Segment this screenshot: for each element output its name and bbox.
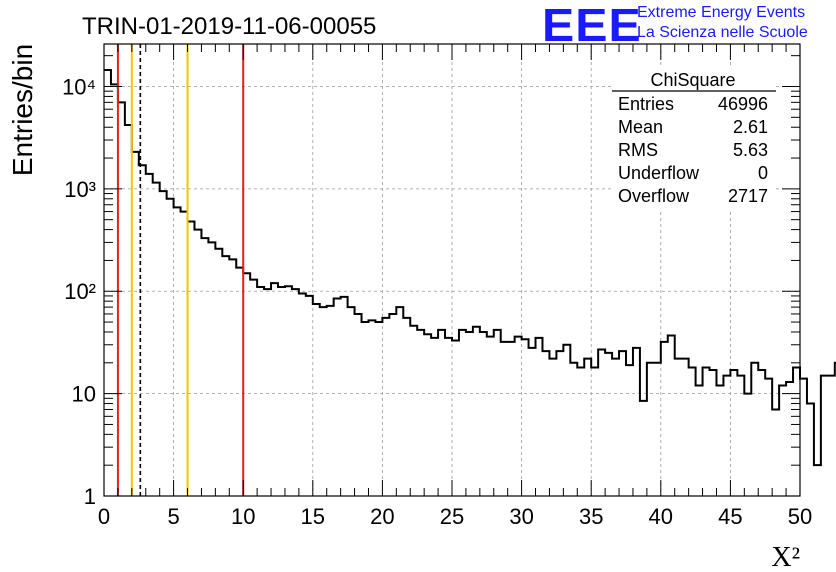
stats-value: 46996 (718, 94, 768, 114)
x-tick-label: 50 (788, 504, 812, 529)
x-tick-label: 20 (370, 504, 394, 529)
y-tick-label: 10 (72, 382, 96, 407)
stats-label: Mean (618, 117, 663, 137)
stats-rows: Entries 46996 Mean 2.61 RMS 5.63 Underflow 0 Ove… (618, 94, 768, 206)
y-tick-label: 1 (84, 484, 96, 509)
y-tick-label: 10⁴ (62, 74, 96, 99)
logo-line-1: Extreme Energy Events (637, 4, 806, 21)
x-tick-label: 45 (718, 504, 742, 529)
x-tick-label: 35 (579, 504, 603, 529)
stats-value: 2.61 (733, 117, 768, 137)
x-axis-label: X² (771, 542, 800, 572)
y-tick-label: 10² (64, 279, 96, 304)
histogram (104, 68, 836, 467)
y-tick-label: 10³ (64, 177, 96, 202)
stats-value: 5.63 (733, 140, 768, 160)
eee-logo-mark: EEE (542, 0, 642, 51)
grid (104, 44, 800, 496)
axis-ticks (103, 44, 801, 497)
stats-box-bg (612, 66, 774, 210)
cut-lines (116, 44, 245, 496)
stats-label: RMS (618, 140, 658, 160)
x-tick-labels: 0 5 10 15 20 25 30 35 40 45 50 (98, 504, 812, 529)
y-axis-label: Entries/bin (7, 44, 38, 176)
stats-box: ChiSquare Entries 46996 Mean 2.61 RMS 5.63 Und… (612, 66, 776, 210)
x-tick-label: 40 (649, 504, 673, 529)
logo-line-2: La Scienza nelle Scuole (637, 24, 808, 41)
stats-label: Underflow (618, 163, 700, 183)
x-tick-label: 10 (231, 504, 255, 529)
stats-value: 0 (758, 163, 768, 183)
stats-label: Overflow (618, 186, 690, 206)
stats-box-title: ChiSquare (650, 70, 735, 90)
x-tick-label: 25 (440, 504, 464, 529)
histogram-line (104, 68, 836, 467)
stats-value: 2717 (728, 186, 768, 206)
y-tick-labels: 1 10 10² 10³ 10⁴ (62, 74, 96, 509)
x-tick-label: 5 (167, 504, 179, 529)
x-tick-label: 15 (301, 504, 325, 529)
stats-label: Entries (618, 94, 674, 114)
chart-title: TRIN-01-2019-11-06-00055 (82, 13, 376, 40)
x-tick-label: 0 (98, 504, 110, 529)
x-tick-label: 30 (509, 504, 533, 529)
